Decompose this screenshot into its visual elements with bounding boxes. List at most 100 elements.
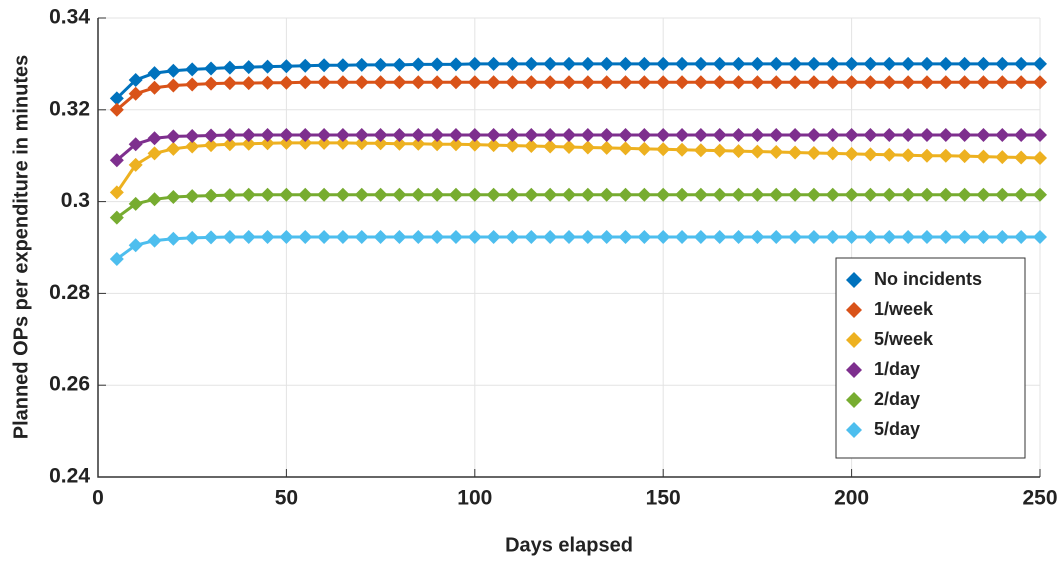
marker — [731, 128, 746, 143]
marker — [354, 57, 369, 72]
marker — [675, 75, 690, 90]
marker — [731, 187, 746, 202]
marker — [185, 77, 200, 92]
marker — [524, 75, 539, 90]
marker — [543, 187, 558, 202]
marker — [543, 128, 558, 143]
marker — [204, 61, 219, 76]
marker — [486, 187, 501, 202]
marker — [185, 189, 200, 204]
marker — [675, 187, 690, 202]
marker — [543, 229, 558, 244]
marker — [335, 135, 350, 150]
marker — [1014, 150, 1029, 165]
marker — [354, 136, 369, 151]
marker — [750, 56, 765, 71]
marker — [788, 128, 803, 143]
marker — [919, 56, 934, 71]
marker — [863, 147, 878, 162]
marker — [882, 56, 897, 71]
marker — [919, 128, 934, 143]
marker — [976, 75, 991, 90]
legend-marker — [846, 272, 862, 288]
marker — [825, 75, 840, 90]
marker — [298, 229, 313, 244]
marker — [618, 75, 633, 90]
y-tick-label: 0.24 — [49, 465, 90, 488]
marker — [995, 150, 1010, 165]
marker — [392, 57, 407, 72]
marker — [204, 128, 219, 143]
legend-marker — [846, 362, 862, 378]
marker — [562, 139, 576, 154]
marker — [317, 135, 332, 150]
marker — [524, 128, 539, 143]
marker — [637, 229, 652, 244]
marker — [279, 229, 294, 244]
marker — [166, 141, 181, 156]
marker — [750, 187, 765, 202]
marker — [317, 58, 332, 73]
marker — [147, 80, 162, 95]
legend-marker — [846, 422, 862, 438]
marker — [712, 143, 727, 158]
marker — [580, 128, 595, 143]
marker — [901, 229, 916, 244]
marker — [373, 229, 388, 244]
marker — [147, 66, 162, 81]
marker — [788, 75, 803, 90]
marker — [693, 187, 708, 202]
marker — [448, 137, 463, 152]
marker — [562, 229, 576, 244]
marker — [580, 229, 595, 244]
marker — [712, 229, 727, 244]
marker — [279, 135, 294, 150]
axes — [97, 18, 1040, 478]
marker — [411, 229, 426, 244]
marker — [957, 56, 972, 71]
marker — [543, 75, 558, 90]
marker — [185, 139, 200, 154]
marker — [109, 251, 124, 266]
marker — [976, 187, 991, 202]
x-tick-label: 150 — [646, 487, 681, 510]
marker — [731, 75, 746, 90]
marker — [599, 187, 614, 202]
marker — [731, 229, 746, 244]
marker — [128, 157, 143, 172]
marker — [1033, 150, 1047, 165]
marker — [373, 136, 388, 151]
marker — [335, 75, 350, 90]
marker — [430, 57, 445, 72]
marker — [637, 56, 652, 71]
marker — [298, 187, 313, 202]
marker — [882, 187, 897, 202]
marker — [543, 56, 558, 71]
marker — [863, 75, 878, 90]
marker — [976, 229, 991, 244]
marker — [467, 128, 482, 143]
marker — [448, 75, 463, 90]
marker — [693, 56, 708, 71]
marker — [693, 229, 708, 244]
marker — [166, 63, 181, 78]
marker — [844, 187, 859, 202]
marker — [505, 56, 520, 71]
marker — [298, 58, 313, 73]
marker — [411, 136, 426, 151]
y-tick-label: 0.26 — [49, 373, 90, 396]
marker — [693, 75, 708, 90]
marker — [430, 137, 445, 152]
marker — [806, 75, 821, 90]
marker — [373, 75, 388, 90]
marker — [844, 56, 859, 71]
marker — [788, 229, 803, 244]
marker — [317, 229, 332, 244]
marker — [260, 187, 275, 202]
marker — [354, 128, 369, 143]
marker — [844, 229, 859, 244]
marker — [373, 57, 388, 72]
marker — [750, 229, 765, 244]
marker — [901, 128, 916, 143]
marker — [524, 187, 539, 202]
